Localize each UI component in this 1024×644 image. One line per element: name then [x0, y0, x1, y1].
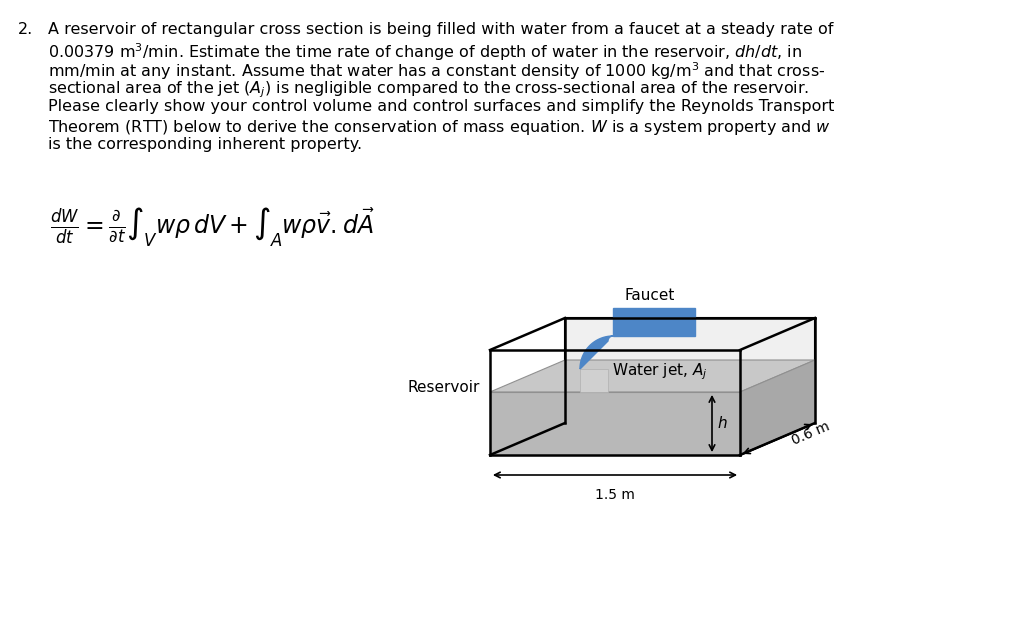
Text: Reservoir: Reservoir: [408, 380, 480, 395]
Text: 0.6 m: 0.6 m: [790, 419, 831, 448]
Polygon shape: [490, 360, 815, 392]
Text: Water jet, $A_j$: Water jet, $A_j$: [612, 361, 708, 381]
Text: A reservoir of rectangular cross section is being filled with water from a fauce: A reservoir of rectangular cross section…: [48, 22, 834, 37]
Polygon shape: [613, 308, 695, 336]
Text: $\frac{dW}{dt} = \frac{\partial}{\partial t}\int_V w\rho\,dV + \int_A w\rho\vec{: $\frac{dW}{dt} = \frac{\partial}{\partia…: [50, 205, 375, 249]
Text: h: h: [717, 416, 727, 431]
Text: Please clearly show your control volume and control surfaces and simplify the Re: Please clearly show your control volume …: [48, 99, 835, 114]
Polygon shape: [490, 392, 740, 455]
Text: 1.5 m: 1.5 m: [595, 488, 635, 502]
Text: Faucet: Faucet: [624, 288, 675, 303]
Polygon shape: [565, 318, 815, 423]
Text: sectional area of the jet ($A_j$) is negligible compared to the cross-sectional : sectional area of the jet ($A_j$) is neg…: [48, 80, 809, 100]
Polygon shape: [740, 360, 815, 455]
Bar: [580, 369, 608, 392]
Text: mm/min at any instant. Assume that water has a constant density of 1000 kg/m$^3$: mm/min at any instant. Assume that water…: [48, 61, 825, 82]
Text: is the corresponding inherent property.: is the corresponding inherent property.: [48, 137, 362, 152]
Text: 0.00379 m$^3$/min. Estimate the time rate of change of depth of water in the res: 0.00379 m$^3$/min. Estimate the time rat…: [48, 41, 802, 63]
Polygon shape: [490, 423, 815, 455]
Text: Theorem (RTT) below to derive the conservation of mass equation. $W$ is a system: Theorem (RTT) below to derive the conser…: [48, 118, 830, 137]
Text: 2.: 2.: [18, 22, 33, 37]
Polygon shape: [580, 336, 613, 369]
